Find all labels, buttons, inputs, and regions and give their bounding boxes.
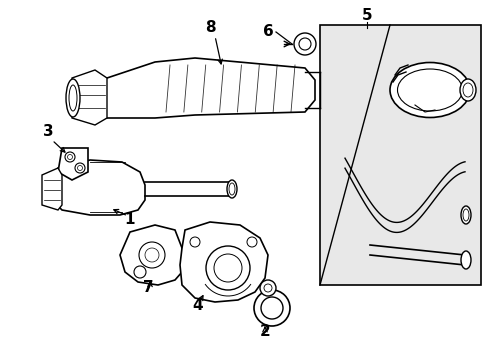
Circle shape (65, 152, 75, 162)
Circle shape (75, 163, 85, 173)
Ellipse shape (389, 63, 469, 117)
Circle shape (298, 38, 310, 50)
Ellipse shape (226, 180, 237, 198)
Polygon shape (88, 58, 314, 118)
Ellipse shape (460, 206, 470, 224)
Circle shape (293, 33, 315, 55)
Ellipse shape (459, 79, 475, 101)
Polygon shape (50, 160, 145, 215)
Text: 8: 8 (204, 21, 215, 36)
Polygon shape (319, 25, 480, 285)
Ellipse shape (228, 183, 235, 195)
Polygon shape (58, 148, 88, 180)
Ellipse shape (66, 79, 80, 117)
Polygon shape (120, 225, 182, 285)
Circle shape (246, 237, 257, 247)
Text: 2: 2 (259, 324, 270, 339)
Text: 7: 7 (142, 280, 153, 296)
Polygon shape (42, 168, 62, 210)
Text: 6: 6 (262, 24, 273, 40)
Circle shape (134, 266, 146, 278)
Polygon shape (180, 222, 267, 302)
Circle shape (67, 154, 72, 159)
Ellipse shape (69, 85, 77, 111)
Circle shape (253, 290, 289, 326)
Text: 4: 4 (192, 297, 203, 312)
Ellipse shape (462, 83, 472, 97)
Circle shape (205, 246, 249, 290)
Ellipse shape (460, 251, 470, 269)
Circle shape (145, 248, 159, 262)
Circle shape (190, 237, 200, 247)
Circle shape (214, 254, 242, 282)
Circle shape (139, 242, 164, 268)
Ellipse shape (397, 69, 462, 111)
Text: 1: 1 (124, 212, 135, 228)
Text: 3: 3 (42, 125, 53, 139)
Ellipse shape (462, 209, 468, 221)
Circle shape (264, 284, 271, 292)
Polygon shape (72, 70, 107, 125)
Text: 5: 5 (361, 8, 371, 22)
Circle shape (77, 166, 82, 171)
Circle shape (261, 297, 283, 319)
Circle shape (260, 280, 275, 296)
